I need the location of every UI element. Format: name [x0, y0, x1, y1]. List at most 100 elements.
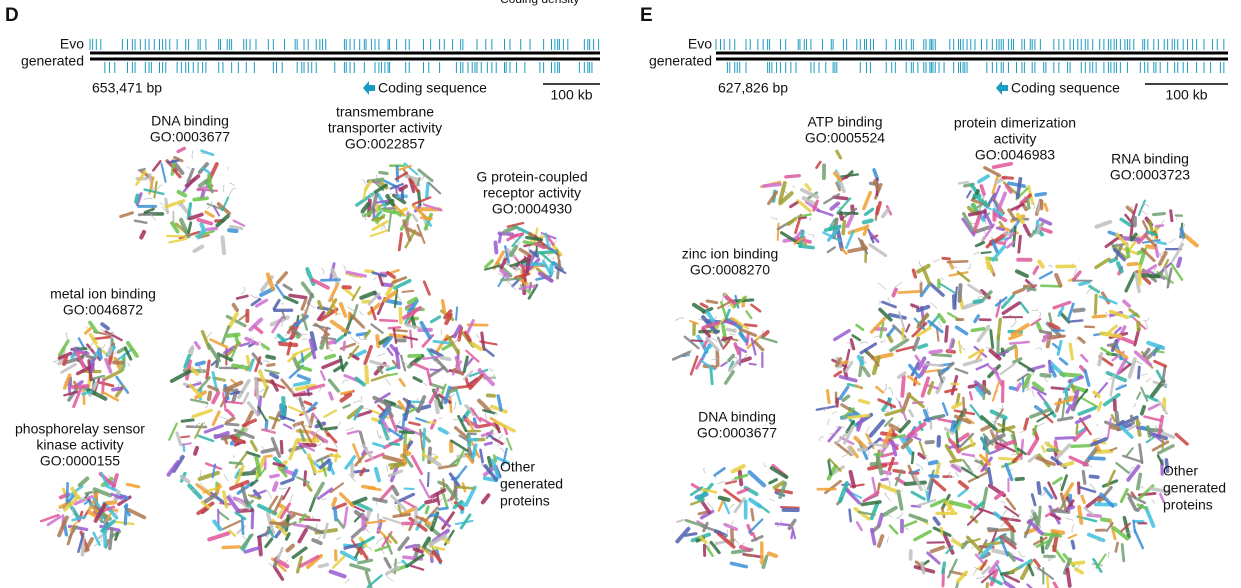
- strand: [955, 580, 960, 588]
- strand: [793, 237, 804, 245]
- coil: [887, 387, 894, 396]
- coil: [926, 407, 931, 414]
- coil: [219, 378, 225, 381]
- strand: [920, 561, 926, 575]
- strand: [402, 306, 423, 320]
- strand: [689, 319, 699, 325]
- strand: [222, 392, 227, 412]
- strand: [207, 173, 213, 190]
- strand: [1124, 213, 1135, 226]
- strand: [268, 495, 279, 510]
- strand: [845, 230, 855, 250]
- strand: [200, 188, 206, 200]
- strand: [1012, 430, 1018, 446]
- strand: [855, 323, 865, 332]
- strand: [1136, 391, 1142, 400]
- strand: [428, 365, 446, 378]
- strand: [298, 428, 306, 442]
- strand: [1001, 517, 1016, 533]
- strand: [928, 349, 943, 355]
- strand: [298, 513, 307, 524]
- strand: [1047, 481, 1058, 500]
- strand: [1060, 474, 1068, 492]
- strand: [100, 322, 110, 331]
- strand: [1030, 317, 1042, 327]
- coil: [1151, 499, 1155, 505]
- strand: [250, 489, 267, 498]
- coil: [65, 332, 69, 341]
- coil: [915, 463, 924, 471]
- coil: [93, 351, 98, 357]
- strand: [383, 298, 403, 306]
- strand: [884, 417, 894, 428]
- protein-cloud: [815, 251, 1189, 588]
- strand: [403, 162, 419, 176]
- strand: [796, 199, 812, 213]
- strand: [327, 461, 333, 472]
- strand: [976, 381, 992, 396]
- strand: [427, 181, 442, 195]
- strand: [748, 497, 763, 509]
- strand: [292, 392, 313, 397]
- coil: [887, 297, 890, 304]
- strand: [1130, 203, 1138, 223]
- strand: [1036, 481, 1042, 495]
- other-label: proteins: [500, 493, 550, 509]
- strand: [834, 441, 853, 457]
- strand: [382, 454, 405, 464]
- strand: [187, 483, 203, 500]
- strand: [843, 425, 855, 445]
- coil: [1047, 555, 1057, 562]
- strand: [404, 174, 421, 182]
- strand: [282, 486, 291, 501]
- protein-cluster: [1094, 199, 1199, 294]
- strand: [982, 290, 993, 301]
- strand: [911, 268, 918, 279]
- strand: [483, 464, 498, 482]
- strand: [1126, 493, 1147, 505]
- coding-sequences: [715, 39, 1225, 73]
- coil: [867, 450, 870, 457]
- strand: [292, 523, 310, 529]
- strand: [733, 342, 741, 356]
- strand: [956, 270, 971, 283]
- strand: [1012, 287, 1025, 295]
- protein-cluster: [39, 471, 147, 557]
- strand: [983, 540, 1006, 547]
- strand: [254, 456, 262, 477]
- strand: [950, 419, 956, 432]
- strand: [462, 355, 469, 374]
- strand: [1001, 301, 1021, 316]
- strand: [62, 373, 72, 390]
- coil: [1002, 509, 1008, 518]
- strand: [347, 345, 360, 360]
- strand: [329, 319, 348, 334]
- strand: [1023, 417, 1030, 431]
- strand: [323, 353, 336, 360]
- strand: [978, 453, 992, 466]
- strand: [454, 465, 468, 482]
- coil: [731, 478, 733, 483]
- strand: [1079, 486, 1097, 494]
- strand: [975, 362, 990, 371]
- strand: [983, 210, 994, 228]
- strand: [947, 558, 958, 579]
- strand: [271, 411, 281, 430]
- strand: [376, 192, 387, 208]
- strand: [115, 375, 130, 394]
- strand: [772, 480, 786, 490]
- coil: [941, 573, 945, 576]
- coil: [878, 300, 881, 305]
- strand: [349, 461, 355, 478]
- coil: [302, 338, 308, 341]
- strand: [405, 553, 425, 568]
- strand: [373, 183, 388, 194]
- strand: [1116, 357, 1128, 375]
- strand: [1148, 486, 1172, 495]
- legend-arrow: [996, 81, 1008, 95]
- strand: [705, 299, 719, 305]
- strand: [92, 487, 113, 498]
- strand: [717, 532, 736, 549]
- strand: [392, 209, 403, 217]
- strand: [63, 390, 79, 397]
